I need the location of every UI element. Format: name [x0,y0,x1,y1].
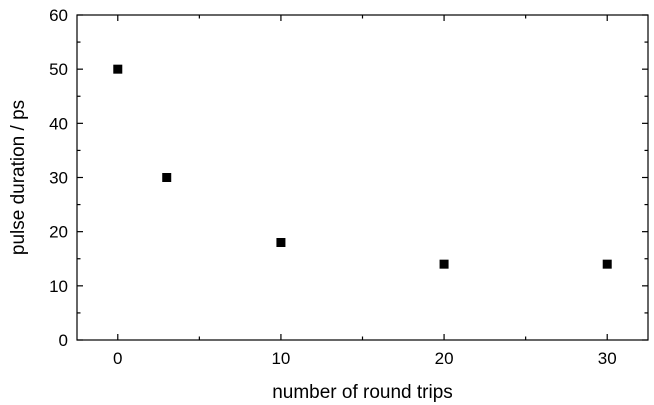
x-tick-label: 0 [113,349,122,368]
y-tick-label: 10 [49,277,68,296]
y-tick-label: 40 [49,114,68,133]
y-axis-title: pulse duration / ps [8,100,29,255]
data-point [439,259,449,269]
x-axis-title: number of round trips [272,382,453,403]
y-tick-label: 0 [59,331,68,350]
data-point [602,259,612,269]
x-tick-label: 20 [435,349,454,368]
data-point [113,64,123,74]
axis-ticks [77,14,648,341]
y-tick-label: 60 [49,6,68,25]
x-tick-label: 10 [271,349,290,368]
y-tick-label: 50 [49,60,68,79]
data-point [276,238,286,247]
y-tick-label: 20 [49,223,68,242]
data-point [162,173,172,182]
data-points [113,64,612,269]
tick-labels: 0 10 20 30 40 50 60 0 10 20 30 [49,6,617,368]
x-tick-label: 30 [598,349,617,368]
y-tick-label: 30 [49,169,68,188]
